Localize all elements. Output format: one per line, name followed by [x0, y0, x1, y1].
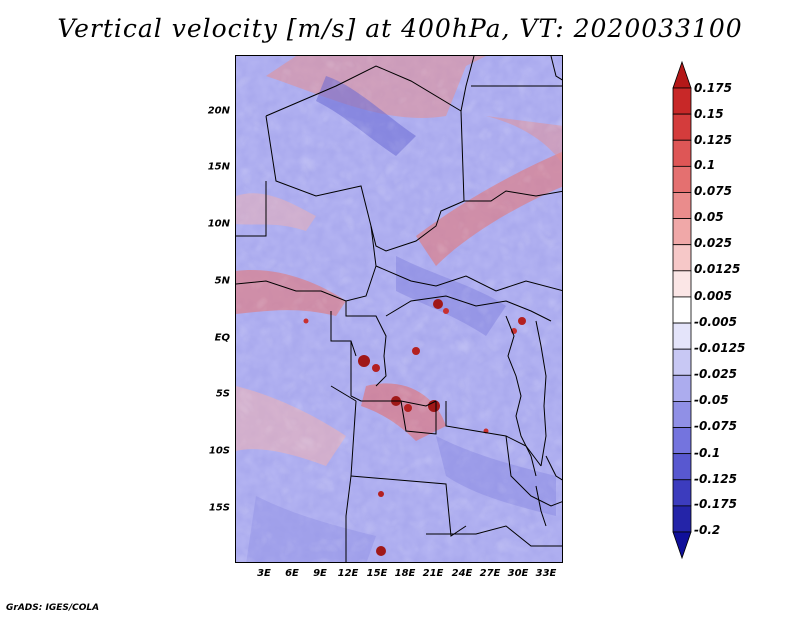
colorbar-label: 0.005	[694, 289, 732, 303]
lat-label-10s: 10S	[208, 445, 230, 457]
colorbar-segment	[672, 322, 692, 350]
colorbar-segment	[672, 165, 692, 193]
colorbar-segment	[672, 505, 692, 533]
colorbar-label: 0.1	[694, 158, 716, 172]
lat-label-15n: 15N	[207, 161, 230, 173]
colorbar-segment	[672, 87, 692, 115]
colorbar-label: -0.025	[694, 367, 737, 381]
colorbar-label: -0.2	[694, 523, 721, 537]
lon-label-6e: 6E	[285, 568, 299, 579]
lat-label-15s: 15S	[208, 502, 230, 514]
colorbar-label: 0.125	[694, 133, 732, 147]
lon-label-24e: 24E	[451, 568, 473, 579]
colorbar-label: -0.1	[694, 446, 721, 460]
colorbar-segment	[672, 453, 692, 481]
colorbar-segment	[672, 270, 692, 298]
velocity-map	[235, 55, 563, 563]
lon-label-21e: 21E	[422, 568, 444, 579]
lon-label-3e: 3E	[257, 568, 271, 579]
lat-label-20n: 20N	[207, 105, 230, 117]
colorbar-segment	[672, 374, 692, 402]
colorbar-segment	[672, 296, 692, 324]
chart-title: Vertical velocity [m/s] at 400hPa, VT: 2…	[57, 14, 743, 43]
colorbar-segment	[672, 401, 692, 428]
colorbar-segment	[672, 113, 692, 141]
lon-label-27e: 27E	[479, 568, 501, 579]
lon-label-18e: 18E	[394, 568, 416, 579]
colorbar-segment	[672, 348, 692, 376]
colorbar-label: -0.05	[694, 393, 729, 407]
colorbar-label: 0.175	[694, 81, 732, 95]
colorbar-label: 0.075	[694, 184, 732, 198]
colorbar-segment	[672, 218, 692, 246]
lat-label-eq: EQ	[214, 332, 230, 344]
colorbar-label: 0.0125	[694, 262, 741, 276]
colorbar-label: 0.025	[694, 236, 732, 250]
colorbar-segment	[672, 192, 692, 219]
lon-label-33e: 33E	[535, 568, 557, 579]
colorbar-label: -0.175	[694, 497, 737, 511]
colorbar-label: -0.005	[694, 315, 737, 329]
colorbar-label: 0.15	[694, 107, 724, 121]
colorbar-label: -0.0125	[694, 341, 746, 355]
colorbar-label: -0.125	[694, 472, 737, 486]
lon-label-12e: 12E	[337, 568, 359, 579]
colorbar-segment	[672, 531, 692, 560]
lon-label-15e: 15E	[366, 568, 388, 579]
colorbar-label: 0.05	[694, 210, 724, 224]
colorbar-label: -0.075	[694, 419, 737, 433]
colorbar	[672, 60, 692, 560]
colorbar-segment	[672, 139, 692, 167]
colorbar-segment	[672, 479, 692, 507]
lat-label-5n: 5N	[214, 275, 230, 287]
colorbar-segment	[672, 427, 692, 455]
velocity-field	[236, 56, 562, 562]
lat-label-10n: 10N	[207, 218, 230, 230]
colorbar-segment	[672, 60, 692, 89]
lon-label-30e: 30E	[507, 568, 529, 579]
grads-credit: GrADS: IGES/COLA	[6, 603, 100, 613]
lat-label-5s: 5S	[215, 388, 230, 400]
colorbar-segment	[672, 244, 692, 272]
lon-label-9e: 9E	[313, 568, 327, 579]
